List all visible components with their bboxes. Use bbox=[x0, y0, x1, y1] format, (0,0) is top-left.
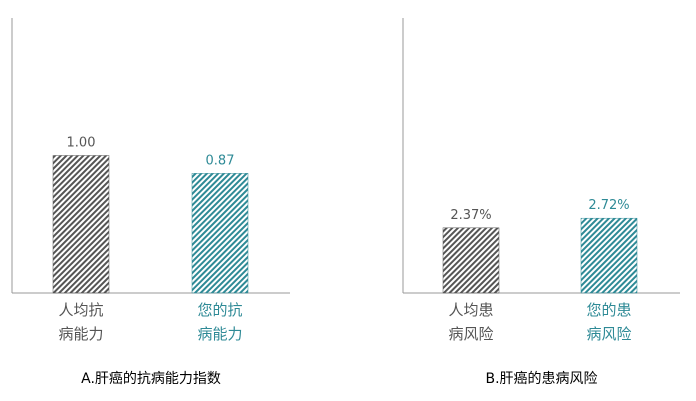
bar bbox=[580, 217, 638, 294]
value-label: 1.00 bbox=[67, 136, 96, 151]
value-label: 2.72% bbox=[588, 198, 629, 213]
value-label: 2.37% bbox=[450, 208, 491, 223]
category-label: 人均抗 病能力 bbox=[58, 301, 104, 343]
chart-title: A.肝癌的抗病能力指数 bbox=[81, 371, 221, 387]
category-label: 人均患 病风险 bbox=[448, 301, 494, 343]
category-label: 您的抗 病能力 bbox=[197, 301, 243, 343]
bar bbox=[52, 155, 110, 294]
bar bbox=[442, 227, 500, 294]
bar bbox=[191, 173, 249, 294]
category-label: 您的患 病风险 bbox=[586, 301, 632, 343]
chart-title: B.肝癌的患病风险 bbox=[485, 371, 598, 387]
value-label: 0.87 bbox=[206, 153, 235, 168]
